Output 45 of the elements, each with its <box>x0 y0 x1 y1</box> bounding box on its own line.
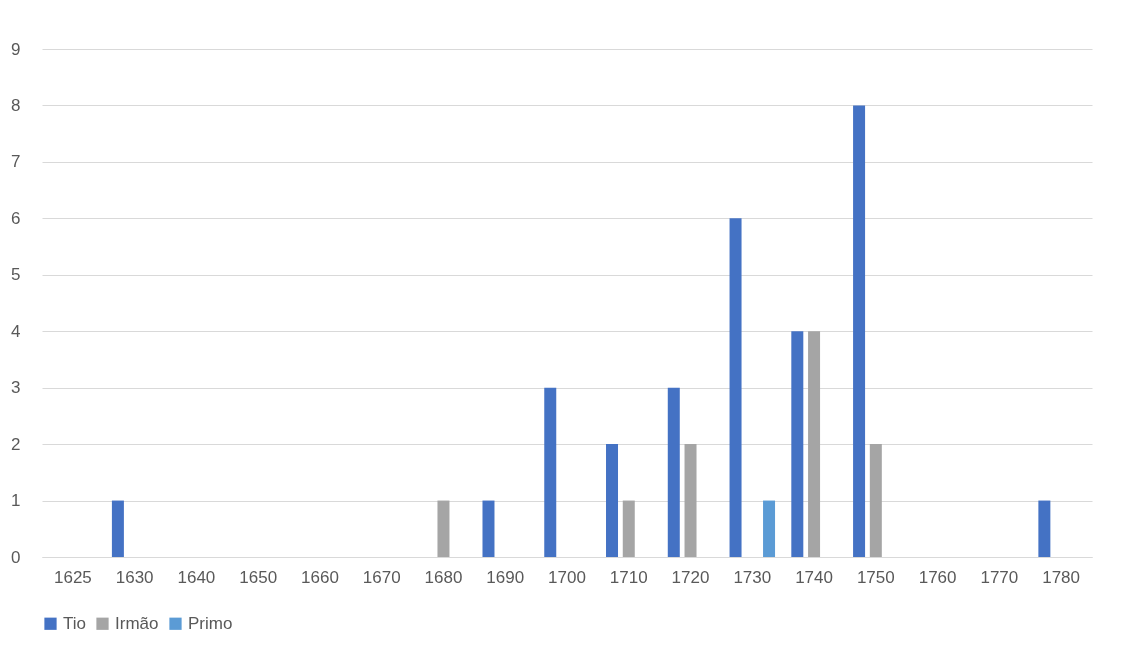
x-tick-label: 1750 <box>856 567 895 587</box>
x-tick-label: 1690 <box>486 567 525 587</box>
x-tick-label: 1710 <box>609 567 648 587</box>
x-tick-label: 1700 <box>548 567 586 587</box>
x-tick-label: 1660 <box>301 567 339 587</box>
y-tick-label: 4 <box>11 321 21 341</box>
x-tick-label: 1770 <box>980 567 1019 587</box>
x-tick-label: 1720 <box>671 567 710 587</box>
legend-label: Primo <box>188 613 233 633</box>
y-tick-label: 2 <box>11 434 21 454</box>
bar <box>622 500 635 557</box>
legend-label: Irmão <box>115 613 159 633</box>
y-tick-label: 0 <box>11 547 21 567</box>
bar <box>869 444 882 557</box>
y-tick-label: 7 <box>11 152 21 172</box>
x-tick-label: 1625 <box>53 567 92 587</box>
bar <box>684 444 697 557</box>
x-tick-label: 1630 <box>115 567 154 587</box>
x-tick-label: 1730 <box>733 567 772 587</box>
y-tick-label: 6 <box>11 208 21 228</box>
bar <box>763 500 776 557</box>
x-tick-label: 1740 <box>795 567 833 587</box>
x-tick-label: 1650 <box>239 567 278 587</box>
bar <box>853 105 866 557</box>
bar <box>808 331 821 557</box>
bar <box>667 387 680 557</box>
bar <box>111 500 124 557</box>
y-tick-label: 9 <box>11 39 21 59</box>
bar <box>729 218 742 557</box>
x-tick-label: 1640 <box>177 567 216 587</box>
x-tick-label: 1760 <box>918 567 957 587</box>
x-tick-label: 1680 <box>424 567 463 587</box>
y-tick-label: 1 <box>11 491 21 511</box>
y-tick-label: 8 <box>11 95 21 115</box>
x-tick-label: 1670 <box>362 567 401 587</box>
y-tick-label: 3 <box>11 378 21 398</box>
x-tick-label: 1780 <box>1042 567 1081 587</box>
bar <box>791 331 804 557</box>
legend-label: Tio <box>63 613 86 633</box>
bar <box>606 444 619 557</box>
y-tick-label: 5 <box>11 265 21 285</box>
bar <box>544 387 557 557</box>
bar <box>482 500 495 557</box>
bar <box>437 500 450 557</box>
bar <box>1038 500 1051 557</box>
